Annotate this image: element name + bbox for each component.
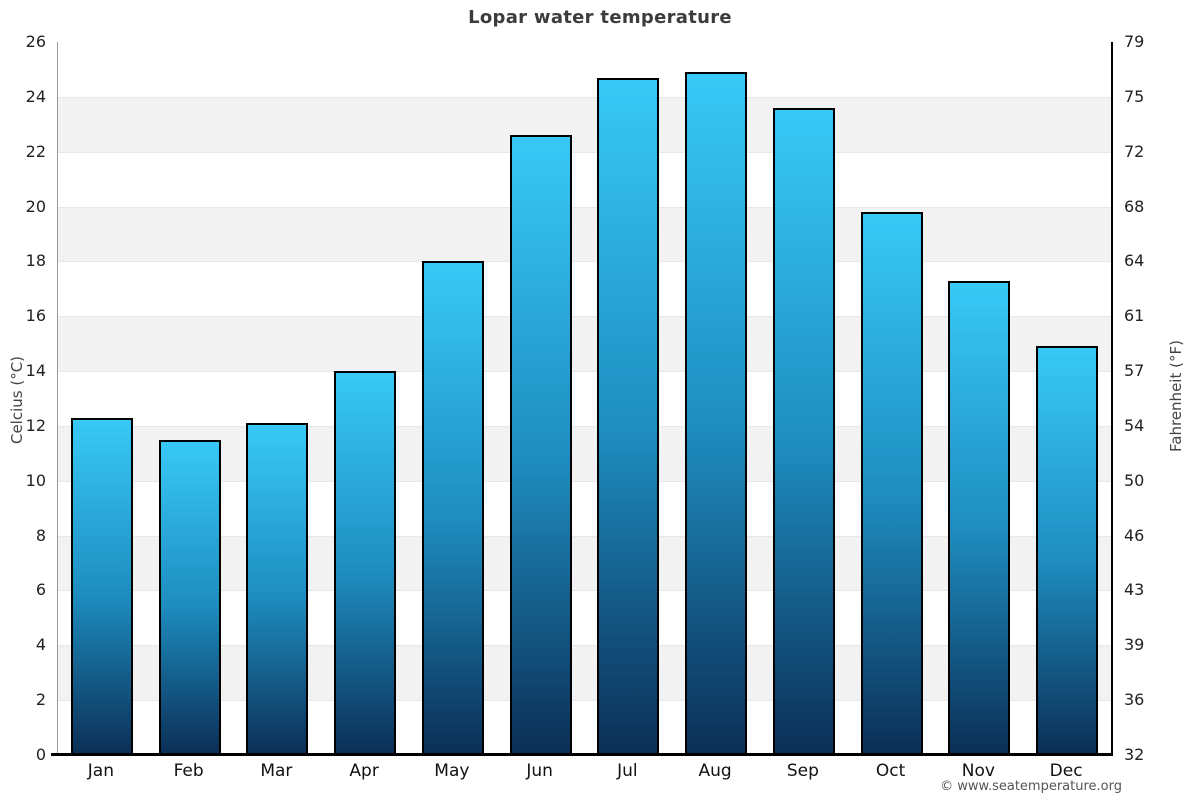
y-tick-label-celsius: 24: [25, 86, 46, 106]
bar-slot: [58, 42, 146, 755]
y-tick-label-fahrenheit: 36: [1124, 690, 1145, 710]
y-tick-label-celsius: 16: [25, 306, 46, 326]
bar-aug: [685, 72, 748, 755]
bar-feb: [158, 439, 221, 755]
y-tick-label-celsius: 2: [35, 690, 46, 710]
grid-band: [58, 206, 1111, 262]
bar-slot: [936, 42, 1024, 755]
x-axis-label: Sep: [786, 761, 819, 781]
grid-band: [58, 96, 1111, 152]
y-tick-label-fahrenheit: 46: [1124, 525, 1145, 545]
y-tick-label-celsius: 22: [25, 141, 46, 161]
bar-may: [421, 261, 484, 755]
y-tick-label-fahrenheit: 64: [1124, 251, 1145, 271]
y-tick-label-fahrenheit: 61: [1124, 306, 1145, 326]
copyright-text: © www.seatemperature.org: [940, 779, 1122, 794]
x-axis-label: Jun: [526, 761, 553, 781]
y-tick-label-fahrenheit: 50: [1124, 470, 1145, 490]
plot-area: [57, 42, 1113, 755]
bar-slot: [146, 42, 234, 755]
y-tick-label-celsius: 4: [35, 635, 46, 655]
x-axis-label: Nov: [961, 761, 995, 781]
bar-dec: [1036, 346, 1099, 755]
bar-slot: [321, 42, 409, 755]
page-title: Lopar water temperature: [468, 7, 732, 28]
y-axis-left-labels: 26 24 22 20 18 16 14 12 10 8 6 4 2 0: [0, 0, 46, 800]
y-axis-title-fahrenheit: Fahrenheit (°F): [1167, 340, 1185, 452]
y-tick-label-fahrenheit: 72: [1124, 141, 1145, 161]
x-axis-label: Jul: [617, 761, 638, 781]
bar-slot: [585, 42, 673, 755]
bar-slot: [672, 42, 760, 755]
bar-slot: [1023, 42, 1111, 755]
bar-jun: [509, 135, 572, 755]
bar-slot: [497, 42, 585, 755]
grid-band: [58, 316, 1111, 372]
x-axis-label: May: [434, 761, 470, 781]
x-axis-label: Dec: [1049, 761, 1083, 781]
y-tick-label-celsius: 18: [25, 251, 46, 271]
y-tick-label-fahrenheit: 57: [1124, 361, 1145, 381]
y-tick-label-fahrenheit: 79: [1124, 32, 1145, 51]
x-axis-label: Apr: [349, 761, 379, 781]
y-tick-label-fahrenheit: 43: [1124, 580, 1145, 600]
y-axis-title-celsius: Celcius (°C): [8, 355, 26, 445]
y-tick-label-celsius: 26: [25, 32, 46, 51]
bar-jul: [597, 77, 660, 755]
y-tick-label-celsius: 6: [35, 580, 46, 600]
y-tick-label-celsius: 8: [35, 525, 46, 545]
y-tick-label-celsius: 0: [35, 745, 46, 764]
y-tick-label-fahrenheit: 75: [1124, 86, 1145, 106]
y-tick-label-fahrenheit: 32: [1124, 745, 1145, 764]
bar-slot: [234, 42, 322, 755]
grid-band: [58, 535, 1111, 591]
bar-slot: [848, 42, 936, 755]
bar-slot: [760, 42, 848, 755]
x-axis-label: Feb: [173, 761, 204, 781]
y-axis-right-labels: 79 75 72 68 64 61 57 54 50 46 43 39 36 32: [1124, 0, 1184, 800]
y-tick-label-celsius: 14: [25, 361, 46, 381]
y-tick-label-fahrenheit: 54: [1124, 415, 1145, 435]
grid-band: [58, 645, 1111, 701]
x-axis-label: Aug: [698, 761, 732, 781]
bar-sep: [772, 107, 835, 755]
y-tick-label-celsius: 12: [25, 415, 46, 435]
x-axis-line: [51, 753, 1113, 756]
bar-slot: [409, 42, 497, 755]
x-axis-label: Jan: [87, 761, 114, 781]
bar-nov: [948, 280, 1011, 755]
y-tick-label-celsius: 20: [25, 196, 46, 216]
x-axis-label: Mar: [260, 761, 293, 781]
bar-jan: [70, 417, 133, 755]
bar-oct: [860, 212, 923, 755]
bars-layer: [58, 42, 1111, 755]
grid-band: [58, 425, 1111, 481]
bar-apr: [334, 371, 397, 755]
x-axis-labels: Jan Feb Mar Apr May Jun Jul Aug Sep Oct Nov Dec: [57, 761, 1110, 785]
y-tick-label-fahrenheit: 68: [1124, 196, 1145, 216]
x-axis-label: Oct: [875, 761, 906, 781]
y-tick-label-fahrenheit: 39: [1124, 635, 1145, 655]
y-tick-label-celsius: 10: [25, 470, 46, 490]
bar-mar: [246, 423, 309, 755]
